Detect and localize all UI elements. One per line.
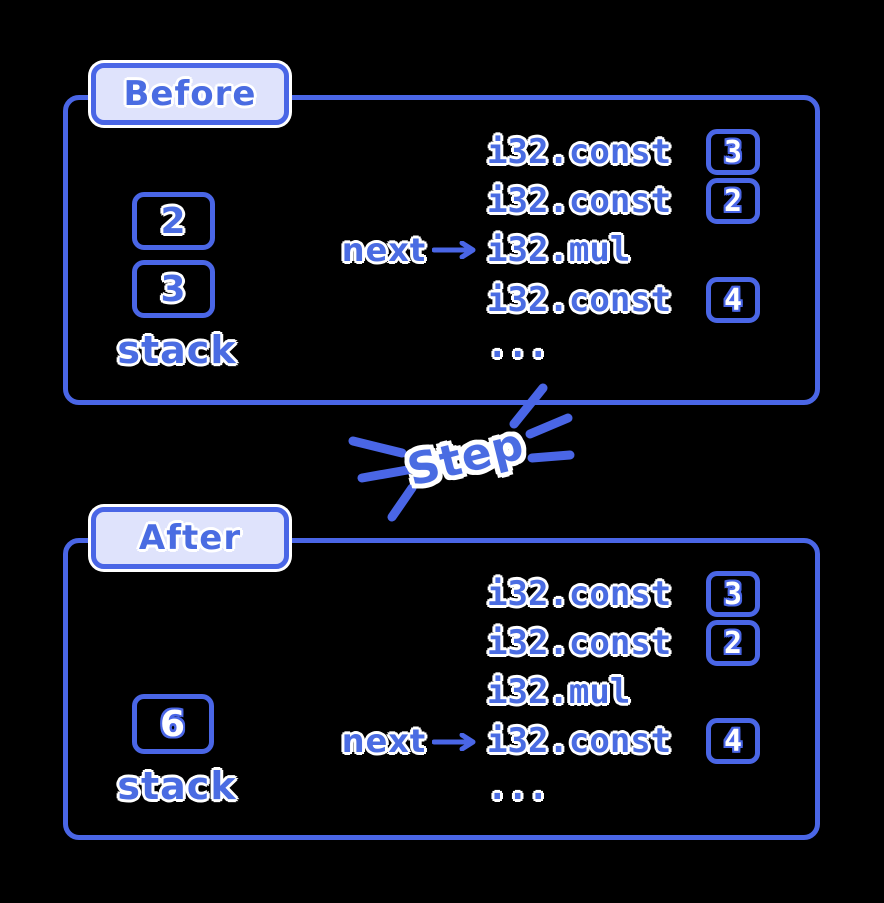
before-operand-0: 3 <box>723 134 743 170</box>
step-burst-lines <box>340 380 590 540</box>
before-instruction-2: i32.mul <box>487 230 631 270</box>
before-tab: Before <box>91 63 289 125</box>
before-operand-3: 4 <box>723 282 743 318</box>
after-stack-value-0: 6 <box>159 703 187 745</box>
before-stack-slot-1: 3 <box>132 260 215 318</box>
after-instruction-3: i32.const <box>487 721 672 761</box>
before-panel-box <box>63 95 820 405</box>
after-panel-box <box>63 538 820 840</box>
after-operand-0: 3 <box>723 576 743 612</box>
before-instruction-1: i32.const <box>487 181 672 221</box>
after-stack-label: stack <box>117 764 237 808</box>
after-instruction-4: ... <box>487 768 549 808</box>
before-instruction-0: i32.const <box>487 132 672 172</box>
before-operand-box-1: 2 <box>706 178 760 224</box>
before-stack-value-1: 3 <box>160 268 187 310</box>
after-stack-slot-0: 6 <box>132 694 214 754</box>
before-stack-slot-0: 2 <box>132 192 215 250</box>
after-operand-box-3: 4 <box>706 718 760 764</box>
after-instruction-0: i32.const <box>487 574 672 614</box>
before-stack-value-0: 2 <box>160 200 187 242</box>
after-operand-box-0: 3 <box>706 571 760 617</box>
after-title: After <box>138 518 242 558</box>
after-instruction-2: i32.mul <box>487 672 631 712</box>
after-operand-1: 2 <box>723 625 743 661</box>
after-tab: After <box>91 507 289 569</box>
before-operand-box-0: 3 <box>706 129 760 175</box>
before-next-arrow-icon <box>432 241 482 259</box>
before-instruction-3: i32.const <box>487 280 672 320</box>
after-operand-3: 4 <box>723 723 743 759</box>
before-stack-label: stack <box>117 328 237 372</box>
after-next-label: next <box>341 722 427 760</box>
before-instruction-4: ... <box>487 326 549 366</box>
after-next-arrow-icon <box>432 733 482 751</box>
before-operand-1: 2 <box>723 183 743 219</box>
before-operand-box-3: 4 <box>706 277 760 323</box>
after-instruction-1: i32.const <box>487 623 672 663</box>
before-title: Before <box>123 74 257 114</box>
after-operand-box-1: 2 <box>706 620 760 666</box>
before-next-label: next <box>341 231 427 269</box>
